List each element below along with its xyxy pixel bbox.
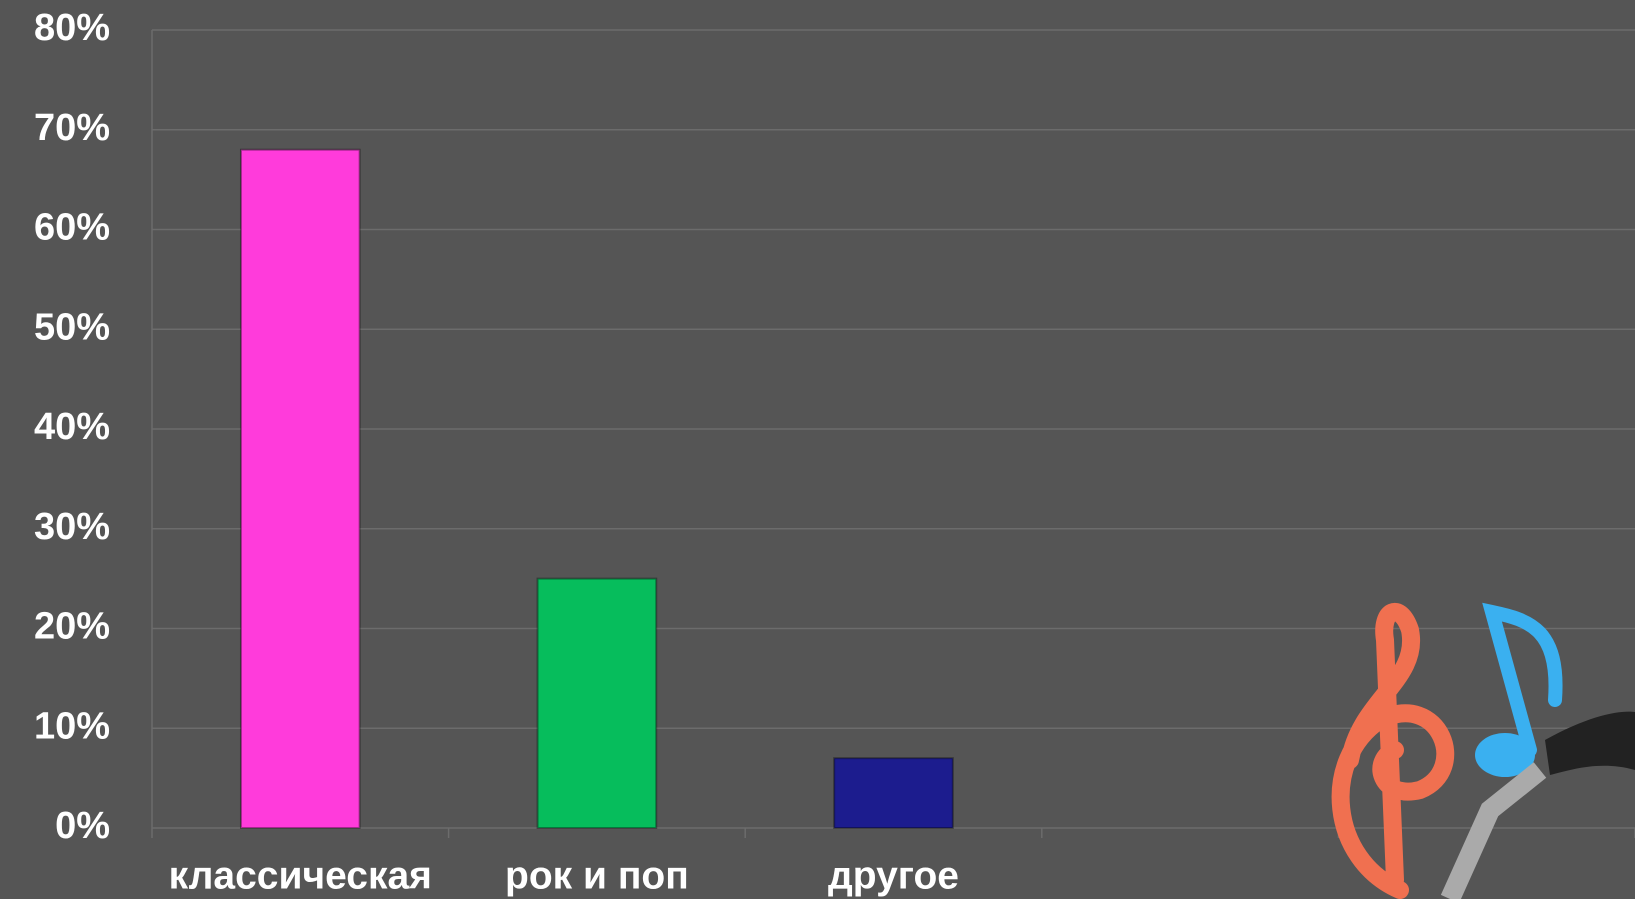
y-tick-label: 20% xyxy=(34,606,110,648)
x-tick-label: рок и поп xyxy=(505,854,689,897)
y-tick-label: 30% xyxy=(34,506,110,548)
y-tick-label: 80% xyxy=(34,7,110,49)
y-tick-label: 70% xyxy=(34,107,110,149)
x-tick-label: другое xyxy=(828,854,959,897)
y-tick-label: 10% xyxy=(34,705,110,747)
bar xyxy=(834,758,953,828)
x-tick-label: классическая xyxy=(169,854,432,897)
chart: 0% 10% 20% 30% 40% 50% 60% 70% 80% классическая ро… xyxy=(0,0,1635,899)
y-tick-label: 0% xyxy=(55,805,110,847)
bar xyxy=(241,150,360,828)
bar xyxy=(538,579,657,828)
y-tick-label: 40% xyxy=(34,406,110,448)
y-tick-label: 50% xyxy=(34,306,110,348)
y-tick-label: 60% xyxy=(34,207,110,249)
